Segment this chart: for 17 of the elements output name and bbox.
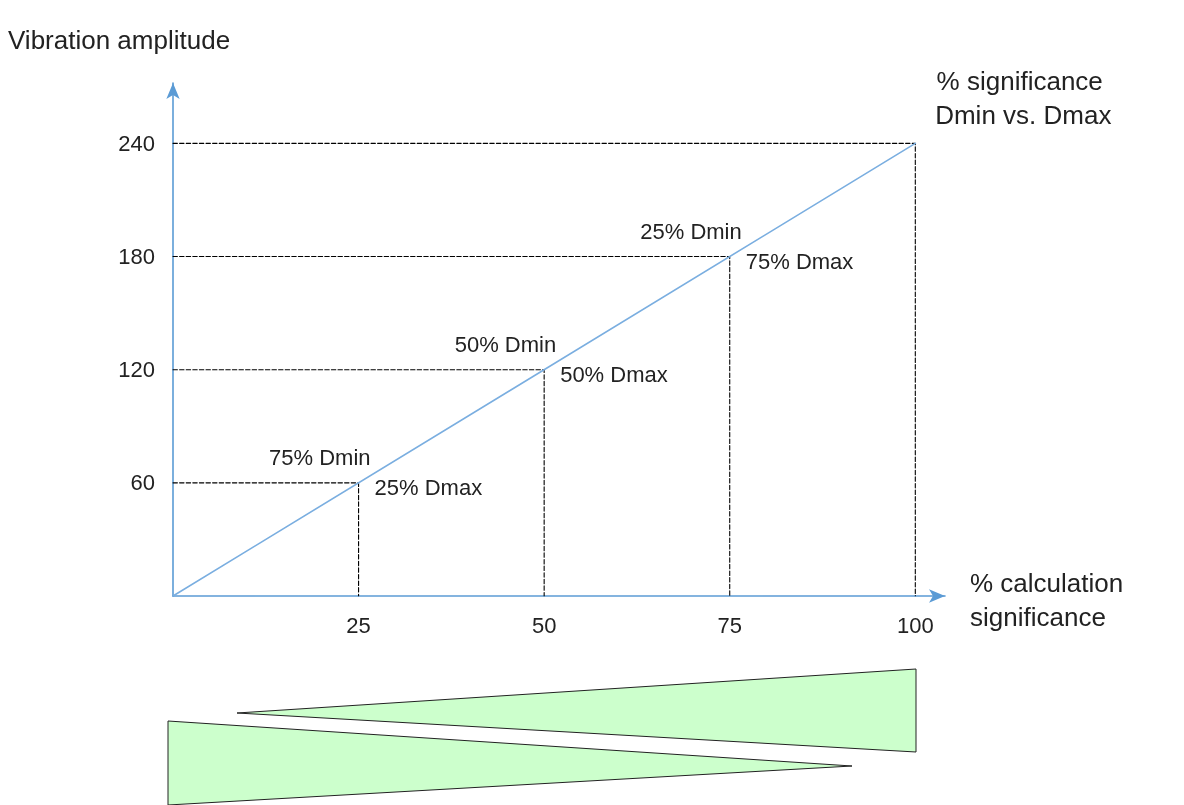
x-tick-label: 50 bbox=[531, 612, 557, 638]
y-tick-label: 240 bbox=[118, 130, 155, 156]
annotation: 25% Dmax bbox=[374, 475, 483, 501]
annotation: 75% Dmin bbox=[269, 445, 371, 471]
y-tick-label: 60 bbox=[130, 470, 155, 496]
y-axis-title: Vibration amplitude bbox=[8, 25, 231, 55]
series-label: % significance Dmin vs. Dmax bbox=[935, 66, 1112, 131]
annotation: 25% Dmin bbox=[640, 219, 742, 245]
x-tick-label: 100 bbox=[896, 612, 934, 638]
x-axis-title: % calculation significance bbox=[970, 568, 1131, 632]
y-tick-label: 120 bbox=[118, 357, 155, 383]
annotation: 50% Dmax bbox=[560, 362, 668, 388]
x-tick-label: 25 bbox=[346, 612, 371, 638]
annotation: 50% Dmin bbox=[454, 332, 557, 358]
x-tick-label: 75 bbox=[717, 612, 742, 638]
annotation: 75% Dmax bbox=[745, 249, 854, 275]
y-tick-label: 180 bbox=[118, 244, 155, 270]
